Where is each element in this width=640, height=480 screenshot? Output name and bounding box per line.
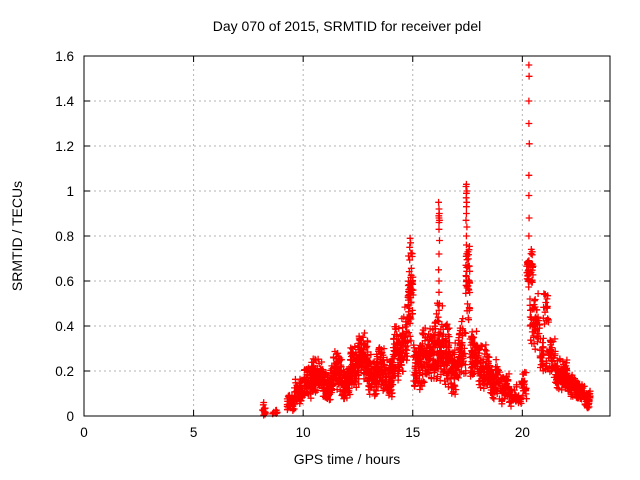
x-tick-label: 15: [405, 425, 420, 440]
x-tick-label: 5: [190, 425, 198, 440]
x-tick-label: 10: [296, 425, 311, 440]
x-axis-title: GPS time / hours: [294, 451, 401, 467]
x-tick-labels: 0 5 10 15 20: [80, 425, 530, 440]
y-axis-title: SRMTID / TECUs: [9, 181, 25, 291]
x-tick-label: 20: [515, 425, 530, 440]
x-tick-label: 0: [80, 425, 88, 440]
y-tick-label: 0.8: [55, 229, 74, 244]
grid-lines: [84, 56, 610, 416]
y-tick-label: 1.4: [55, 94, 74, 109]
y-tick-label: 1: [66, 184, 74, 199]
y-tick-label: 0.4: [55, 319, 74, 334]
y-tick-label: 0: [66, 409, 74, 424]
plot-border: [83, 55, 611, 417]
scatter-points: [259, 61, 594, 419]
y-tick-label: 1.2: [55, 139, 74, 154]
chart-title: Day 070 of 2015, SRMTID for receiver pde…: [213, 18, 481, 34]
y-tick-label: 0.6: [55, 274, 74, 289]
y-tick-label: 1.6: [55, 49, 74, 64]
y-tick-label: 0.2: [55, 364, 74, 379]
y-tick-labels: 0 0.2 0.4 0.6 0.8 1 1.2 1.4 1.6: [55, 49, 74, 424]
